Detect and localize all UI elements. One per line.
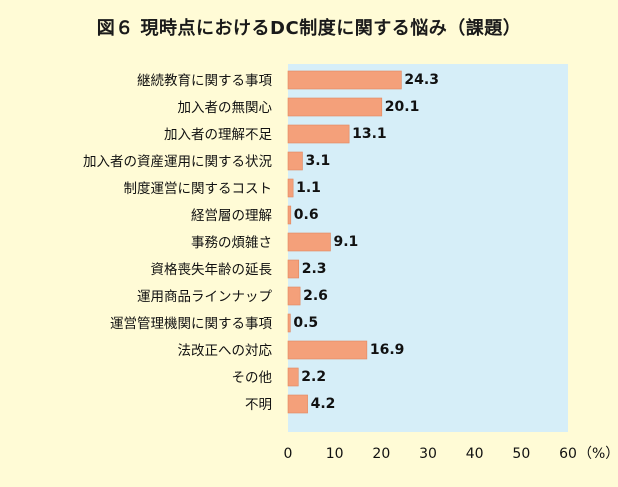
bar [287,178,294,198]
bar [287,70,402,90]
value-label: 0.5 [293,315,318,331]
x-tick-label: 50 [512,446,530,462]
value-label: 4.2 [311,396,336,412]
category-labels: 継続教育に関する事項加入者の無関心加入者の理解不足加入者の資産運用に関する状況制… [83,73,272,413]
bar [287,97,383,117]
x-tick-label: 0 [284,446,293,462]
value-label: 2.3 [302,261,327,277]
x-axis-ticks: 0 10 20 30 40 50 60 [284,446,577,462]
category-label: 経営層の理解 [191,208,272,224]
bar [287,286,301,306]
bar [287,124,350,144]
bar [287,367,299,387]
x-tick-label: 20 [372,446,390,462]
value-label: 16.9 [370,342,405,358]
x-tick-label: 60 [559,446,577,462]
bar [287,259,300,279]
category-label: 制度運営に関するコスト [124,181,273,197]
value-label: 20.1 [385,99,420,115]
category-label: 継続教育に関する事項 [137,73,272,89]
value-label: 2.2 [301,369,326,385]
category-label: 事務の煩雑さ [191,235,272,251]
bar [287,313,291,333]
bar [287,340,368,360]
category-label: 加入者の理解不足 [164,127,272,143]
x-axis-unit: （%） [578,446,618,462]
value-label: 13.1 [352,126,387,142]
value-label: 24.3 [404,72,439,88]
bar [287,394,308,414]
value-label: 2.6 [303,288,328,304]
category-label: 加入者の無関心 [178,100,273,116]
chart-title: 図６ 現時点におけるDC制度に関する悩み（課題） [96,18,522,39]
category-label: 運用商品ラインナップ [137,289,272,305]
bars [287,70,402,414]
bar [287,232,331,252]
category-label: 加入者の資産運用に関する状況 [83,154,272,170]
category-label: その他 [232,370,273,386]
value-label: 3.1 [305,153,330,169]
bar [287,151,303,171]
category-label: 資格喪失年齢の延長 [151,262,273,278]
x-tick-label: 40 [466,446,484,462]
value-label: 1.1 [296,180,321,196]
category-label: 不明 [245,397,272,413]
category-label: 法改正への対応 [178,343,273,359]
x-tick-label: 10 [326,446,344,462]
bar [287,205,292,225]
x-tick-label: 30 [419,446,437,462]
value-labels: 24.3 20.1 13.1 3.1 1.1 0.6 9.1 2.3 2.6 0.5 16.9 2.2… [293,72,439,412]
value-label: 9.1 [333,234,358,250]
value-label: 0.6 [294,207,319,223]
category-label: 運営管理機関に関する事項 [110,316,272,332]
